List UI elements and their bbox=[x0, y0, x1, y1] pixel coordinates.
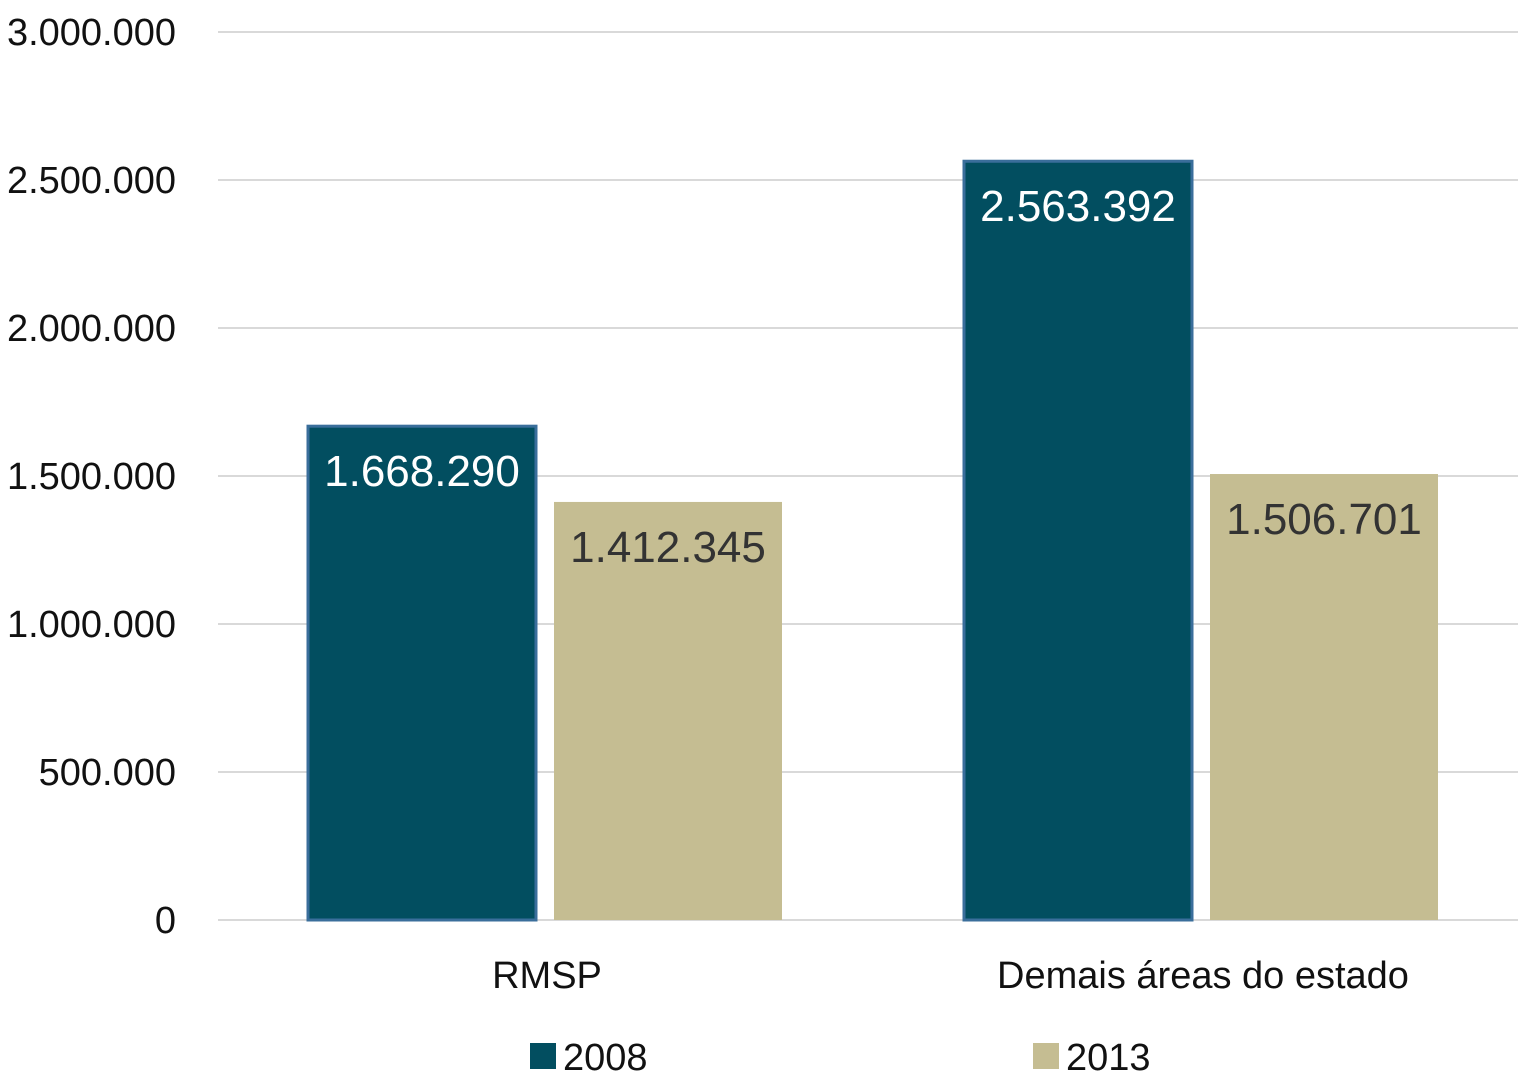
bar-2013-rmsp bbox=[554, 501, 782, 920]
data-label: 1.506.701 bbox=[1226, 495, 1422, 544]
y-axis-tick-labels: 0 500.000 1.000.000 1.500.000 2.000.000 2.500… bbox=[7, 12, 176, 942]
y-tick-label: 1.500.000 bbox=[7, 456, 176, 498]
legend-item-2008[interactable]: 2008 bbox=[530, 1037, 648, 1071]
category-label: RMSP bbox=[492, 955, 602, 997]
y-tick-label: 2.000.000 bbox=[7, 308, 176, 350]
data-label: 1.412.345 bbox=[570, 523, 766, 572]
legend-label: 2013 bbox=[1066, 1037, 1151, 1071]
legend-item-2013[interactable]: 2013 bbox=[1033, 1037, 1151, 1071]
data-label: 2.563.392 bbox=[980, 182, 1176, 231]
data-labels: 1.668.290 1.412.345 2.563.392 1.506.701 bbox=[324, 182, 1422, 572]
data-label: 1.668.290 bbox=[324, 447, 520, 496]
legend-swatch bbox=[1033, 1043, 1059, 1069]
bars bbox=[306, 159, 1438, 922]
y-tick-label: 0 bbox=[155, 900, 176, 942]
y-tick-label: 1.000.000 bbox=[7, 604, 176, 646]
y-tick-label: 500.000 bbox=[39, 752, 176, 794]
y-tick-label: 2.500.000 bbox=[7, 160, 176, 202]
bar-2008-rmsp bbox=[306, 424, 538, 922]
bar-2013-demais-areas bbox=[1210, 474, 1438, 920]
legend-label: 2008 bbox=[563, 1037, 648, 1071]
bar-2008-demais-areas bbox=[962, 159, 1194, 922]
legend[interactable]: 2008 2013 bbox=[530, 1037, 1151, 1071]
legend-swatch bbox=[530, 1043, 556, 1069]
category-label: Demais áreas do estado bbox=[997, 955, 1409, 997]
y-tick-label: 3.000.000 bbox=[7, 12, 176, 54]
x-axis-category-labels: RMSP Demais áreas do estado bbox=[492, 955, 1409, 997]
